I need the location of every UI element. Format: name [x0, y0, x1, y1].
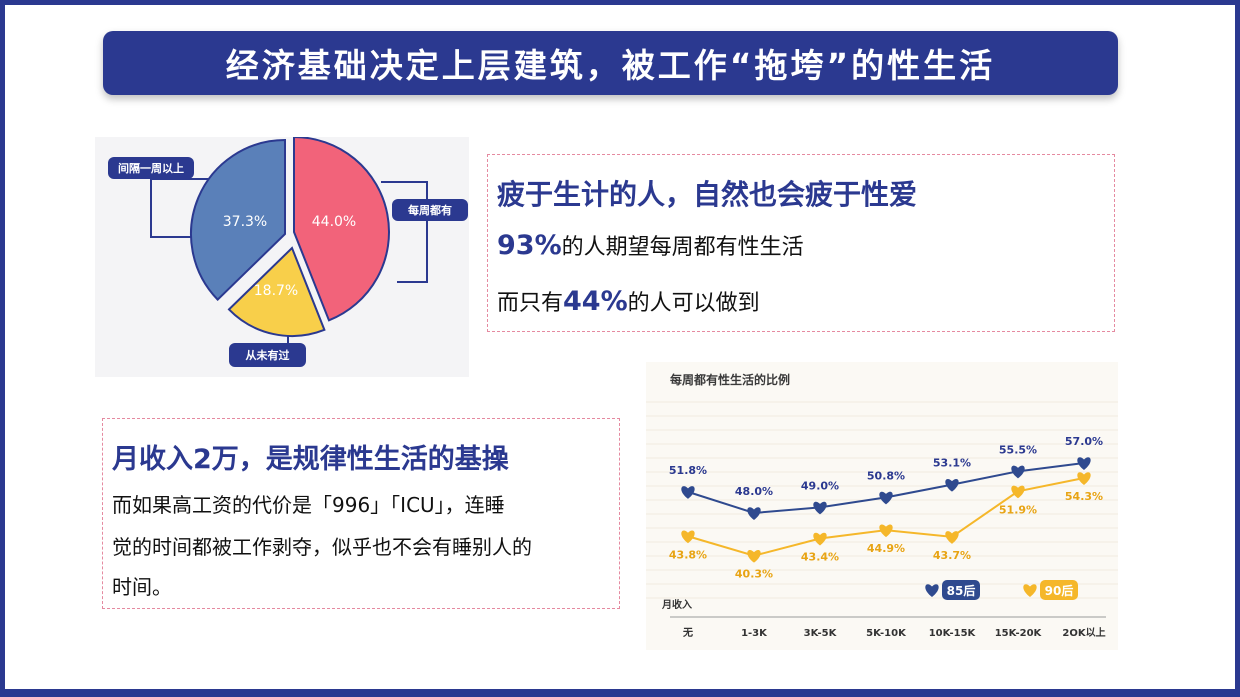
heart-marker-icon	[879, 524, 893, 538]
pct-44: 44%	[563, 286, 628, 317]
pie-slice	[293, 135, 390, 322]
pie-slice	[190, 138, 286, 302]
heart-marker-icon	[813, 532, 827, 546]
pie-slice-value: 37.3%	[223, 214, 267, 230]
line-chart-title: 每周都有性生活的比例	[670, 372, 790, 387]
heart-marker-icon	[1077, 457, 1091, 470]
line2-prefix: 而只有	[497, 291, 564, 316]
heart-marker-icon	[945, 478, 959, 492]
data-label: 50.8%	[867, 469, 905, 482]
left-panel-line2: 觉的时间都被工作剥夺，似乎也不会有睡别人的	[112, 535, 532, 559]
left-panel-line1: 而如果高工资的代价是「996」「ICU」，连睡	[112, 493, 505, 517]
pie-slice-label: 每周都有	[408, 203, 452, 217]
legend-badge	[1040, 580, 1078, 600]
right-panel-heading: 疲于生计的人，自然也会疲于性爱	[497, 178, 918, 211]
line2-text: 的人可以做到	[627, 291, 760, 316]
pie-slice-value: 44.0%	[312, 214, 356, 230]
x-axis-title: 月收入	[661, 598, 692, 611]
legend-heart-icon	[1023, 584, 1037, 597]
heart-marker-icon	[681, 530, 695, 544]
x-tick-label: 15K-20K	[995, 628, 1043, 639]
line-chart: 每周都有性生活的比例 51.8% 48.0% 49.0% 50.8% 53.1% 55.5%…	[646, 372, 1118, 639]
pie-callout-box	[108, 157, 194, 179]
pie-slice-value: 18.7%	[254, 283, 298, 299]
legend-heart-icon	[925, 584, 939, 597]
legend-label: 85后	[947, 583, 976, 598]
x-tick-label: 3K-5K	[804, 628, 838, 639]
x-tick-label: 2OK以上	[1062, 626, 1105, 639]
right-panel-line2: 而只有44%的人可以做到	[497, 285, 760, 317]
pie-slice-label: 从未有过	[246, 348, 290, 362]
pie-slice-label: 间隔一周以上	[118, 161, 184, 175]
legend-badge	[942, 580, 980, 600]
heart-marker-icon	[747, 507, 761, 520]
data-label: 43.4%	[801, 550, 839, 563]
data-label: 51.9%	[999, 503, 1037, 516]
pie-callout-line	[381, 181, 428, 283]
left-text-panel: 月收入2万，是规律性生活的基操 而如果高工资的代价是「996」「ICU」，连睡 …	[102, 418, 620, 609]
pie-slice	[227, 246, 326, 337]
title-banner: 经济基础决定上层建筑，被工作“拖垮”的性生活	[103, 31, 1118, 95]
heart-marker-icon	[681, 486, 695, 499]
data-label: 57.0%	[1065, 435, 1103, 448]
data-label: 43.8%	[669, 548, 707, 561]
legend-label: 90后	[1045, 583, 1074, 598]
pie-chart: 44.0% 每周都有 18.7% 从未有过 37.3% 间隔一周以上	[108, 135, 468, 367]
heart-marker-icon	[1011, 485, 1025, 499]
data-label: 55.5%	[999, 443, 1037, 456]
x-tick-label: 10K-15K	[929, 628, 977, 639]
heart-marker-icon	[945, 531, 959, 544]
data-label: 51.8%	[669, 464, 707, 477]
slide-title: 经济基础决定上层建筑，被工作“拖垮”的性生活	[225, 46, 996, 85]
data-label: 53.1%	[933, 457, 971, 470]
data-label: 48.0%	[735, 485, 773, 498]
heart-marker-icon	[879, 491, 893, 505]
left-panel-line3: 时间。	[112, 575, 172, 599]
x-tick-label: 1-3K	[741, 628, 768, 639]
pct-93: 93%	[497, 230, 562, 261]
data-label: 40.3%	[735, 568, 773, 581]
right-panel-line1: 93%的人期望每周都有性生活	[497, 229, 804, 261]
data-label: 43.7%	[933, 549, 971, 562]
pie-chart-figure: 44.0% 每周都有 18.7% 从未有过 37.3% 间隔一周以上	[95, 135, 469, 377]
left-panel-heading: 月收入2万，是规律性生活的基操	[112, 444, 509, 475]
data-label: 54.3%	[1065, 490, 1103, 503]
line-chart-figure: 每周都有性生活的比例 51.8% 48.0% 49.0% 50.8% 53.1% 55.5%…	[646, 362, 1118, 650]
pie-callout-box	[229, 343, 306, 367]
heart-marker-icon	[1077, 472, 1091, 485]
x-tick-label: 无	[682, 627, 693, 639]
heart-marker-icon	[747, 549, 761, 563]
x-tick-label: 5K-10K	[866, 628, 907, 639]
data-label: 44.9%	[867, 542, 905, 555]
pie-callout-box	[392, 199, 468, 221]
data-label: 49.0%	[801, 479, 839, 492]
line1-text: 的人期望每周都有性生活	[561, 235, 804, 260]
heart-marker-icon	[813, 501, 827, 515]
heart-marker-icon	[1011, 465, 1025, 479]
right-text-panel: 疲于生计的人，自然也会疲于性爱 93%的人期望每周都有性生活 而只有44%的人可…	[487, 154, 1115, 332]
